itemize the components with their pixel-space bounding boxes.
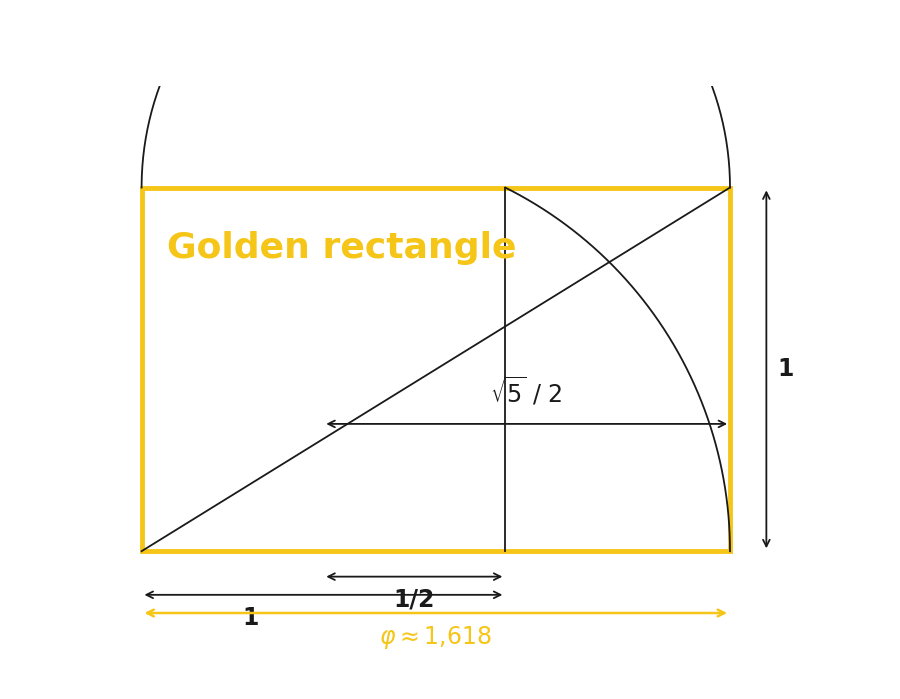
Text: $\sqrt{5}\ /\ 2$: $\sqrt{5}\ /\ 2$	[491, 375, 563, 408]
Text: Golden rectangle: Golden rectangle	[167, 231, 517, 265]
Text: 1: 1	[778, 357, 794, 382]
Text: 1/2: 1/2	[393, 588, 435, 612]
Text: $\varphi \approx 1{,}618$: $\varphi \approx 1{,}618$	[380, 624, 492, 651]
Bar	[141, 187, 730, 552]
Text: 1: 1	[242, 606, 259, 630]
